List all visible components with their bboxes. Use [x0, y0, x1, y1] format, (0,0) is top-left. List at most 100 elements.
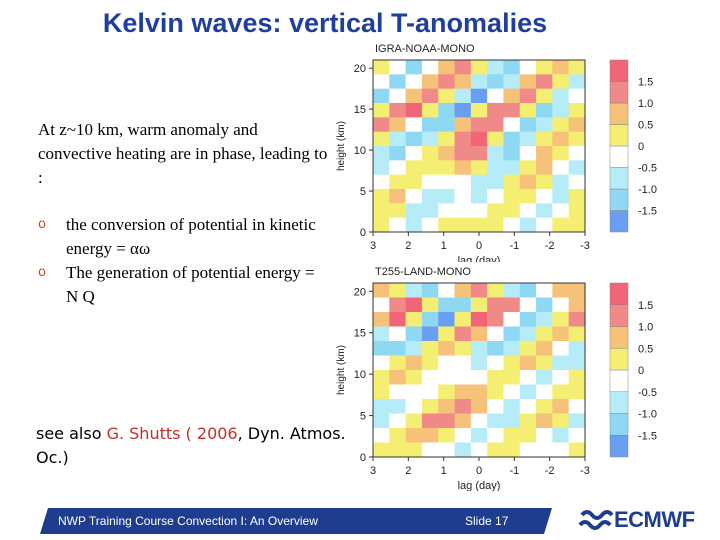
bullet-list: o the conversion of potential in kinetic… [38, 213, 328, 309]
heatmap-cell [405, 355, 423, 371]
heatmap-cell [552, 174, 570, 190]
heatmap-cell [389, 117, 407, 133]
heatmap-cell [552, 74, 570, 90]
heatmap-cell [552, 312, 570, 328]
heatmap-cell [389, 370, 407, 386]
heatmap-cell [438, 297, 456, 313]
heatmap-cell [536, 60, 553, 75]
heatmap-cell [470, 312, 488, 328]
heatmap-cell [552, 428, 570, 444]
bullet-text: The generation of potential energy = N Q [66, 263, 315, 306]
heatmap-cell [454, 117, 472, 133]
heatmap-cell [373, 203, 390, 219]
heatmap-cell [421, 160, 439, 176]
heatmap-cell [519, 217, 537, 233]
x-tick-label: -1 [509, 465, 519, 477]
heatmap-cell [405, 341, 423, 357]
heatmap-cell [536, 326, 553, 342]
x-tick-label: -2 [545, 240, 555, 252]
heatmap-cell [438, 60, 456, 75]
heatmap-cell [503, 442, 521, 458]
heatmap-cell [536, 117, 553, 133]
colorbar-swatch [609, 304, 629, 327]
heatmap-cell [421, 297, 439, 313]
heatmap-cell [389, 312, 407, 328]
heatmap-cell [421, 88, 439, 104]
citation-prefix: see also [36, 424, 107, 443]
heatmap-cell [438, 174, 456, 190]
ecmwf-logo: ECMWF [578, 506, 708, 534]
heatmap-cell [421, 370, 439, 386]
heatmap-cell [568, 60, 586, 75]
heatmap-cell [454, 217, 472, 233]
heatmap-cell [519, 341, 537, 357]
heatmap-cell [421, 355, 439, 371]
heatmap-cell [373, 428, 390, 444]
heatmap-cell [503, 370, 521, 386]
heatmap-cell [503, 117, 521, 133]
heatmap-cell [519, 131, 537, 147]
heatmap-cell [503, 88, 521, 104]
heatmap-cell [470, 297, 488, 313]
heatmap-cell [536, 384, 553, 400]
heatmap-cell [536, 74, 553, 90]
heatmap-cell [438, 131, 456, 147]
heatmap-cell [536, 146, 553, 161]
heatmap-cell [405, 283, 423, 299]
heatmap-cell [470, 384, 488, 400]
heatmap-cell [470, 146, 488, 161]
heatmap-cell [519, 88, 537, 104]
heatmap-cell [405, 442, 423, 458]
heatmap-cell [405, 174, 423, 190]
y-axis-label: height (km) [336, 345, 347, 395]
colorbar-swatch [609, 59, 629, 82]
colorbar-label: -1.0 [638, 184, 657, 196]
heatmap-cell [405, 399, 423, 415]
heatmap-cell [536, 370, 553, 386]
heatmap-cell [552, 355, 570, 371]
heatmap-cell [519, 326, 537, 342]
heatmap-cell [568, 203, 586, 219]
heatmap-cell [568, 399, 586, 415]
heatmap-cell [454, 312, 472, 328]
heatmap-cell [438, 399, 456, 415]
heatmap-cell [405, 146, 423, 161]
heatmap-cell [568, 174, 586, 190]
heatmap-cell [568, 88, 586, 104]
heatmap-cell [438, 189, 456, 204]
heatmap-cell [519, 103, 537, 118]
heatmap-cell [503, 217, 521, 233]
heatmap-cell [389, 131, 407, 147]
heatmap-cell [503, 413, 521, 429]
heatmap-cell [536, 160, 553, 176]
heatmap-cell [438, 146, 456, 161]
heatmap-cell [421, 103, 439, 118]
heatmap-cell [568, 370, 586, 386]
heatmap-cell [503, 283, 521, 299]
heatmap-cell [421, 312, 439, 328]
y-tick-label: 5 [360, 411, 366, 423]
heatmap-cell [487, 413, 505, 429]
heatmap-cell [421, 428, 439, 444]
heatmap-cell [389, 146, 407, 161]
heatmap-cell [405, 88, 423, 104]
heatmap-cell [487, 88, 505, 104]
heatmap-cell [421, 217, 439, 233]
heatmap-cell [568, 117, 586, 133]
heatmap-cell [568, 413, 586, 429]
heatmap-cell [552, 326, 570, 342]
heatmap-cell [373, 103, 390, 118]
heatmap-cell [421, 442, 439, 458]
heatmap-cell [470, 355, 488, 371]
heatmap-cell [389, 189, 407, 204]
heatmap-cell [421, 413, 439, 429]
heatmap-cell [454, 283, 472, 299]
y-tick-label: 20 [354, 286, 366, 298]
heatmap-cell [503, 74, 521, 90]
colorbar-swatch [609, 188, 629, 211]
heatmap-cell [373, 312, 390, 328]
heatmap-cell [454, 428, 472, 444]
colorbar-label: 1.5 [638, 300, 653, 312]
chart-title: IGRA-NOAA-MONO [375, 43, 475, 55]
